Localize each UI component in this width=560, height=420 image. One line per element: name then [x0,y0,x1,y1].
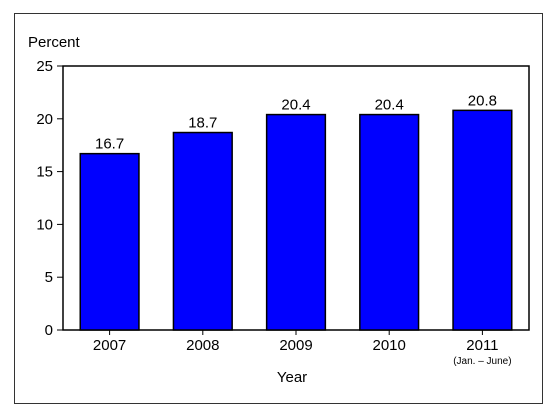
bar [452,109,513,331]
bar [79,152,140,331]
y-tick-label: 15 [36,164,53,181]
x-tick-label: 2009 [279,337,312,354]
bar-value-label: 20.4 [375,97,404,114]
y-tick-label: 20 [36,111,53,128]
bar-series: 16.7 18.7 20.4 20.4 20.8 [79,92,513,331]
y-tick-label: 0 [45,322,53,339]
x-tick-sublabel: (Jan. – June) [453,356,511,367]
x-axis-label: Year [277,369,307,386]
y-axis: 0 5 10 15 20 25 [36,58,63,339]
bar [359,113,420,331]
y-tick-label: 25 [36,58,53,75]
x-tick-label: 2010 [373,337,406,354]
y-tick-label: 10 [36,216,53,233]
x-tick-label: 2011 [466,337,498,354]
x-tick-label: 2007 [93,337,126,354]
y-tick-label: 5 [45,269,53,286]
bar-value-label: 16.7 [95,136,124,153]
bar [265,113,327,331]
bar [172,131,233,331]
bar-value-label: 20.4 [281,97,310,114]
y-axis-label: Percent [28,34,81,51]
bar-value-label: 18.7 [188,115,217,132]
x-axis: 2007 2008 2009 2010 2011 (Jan. – June) [93,330,512,367]
bar-value-label: 20.8 [468,92,497,109]
x-tick-label: 2008 [186,337,219,354]
